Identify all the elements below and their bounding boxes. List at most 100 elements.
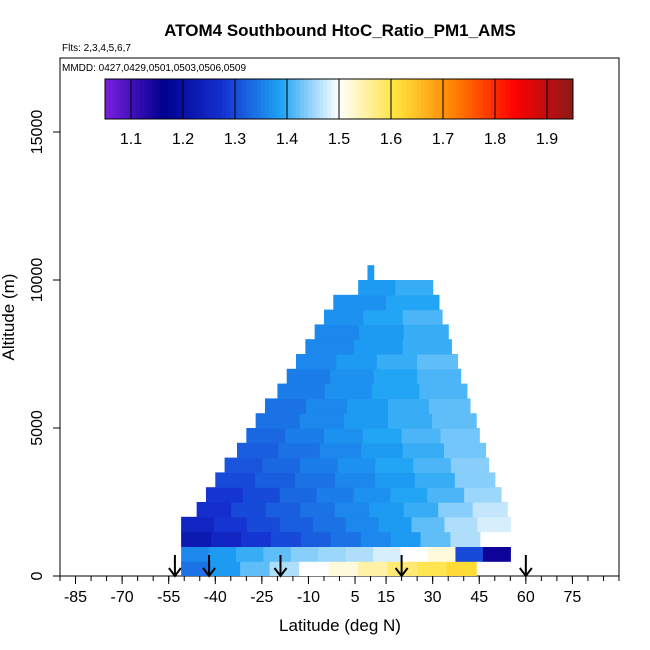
colorbar-swatch (483, 79, 488, 119)
colorbar-swatch (374, 79, 379, 119)
heatmap-cell (265, 502, 301, 518)
colorbar-swatch (452, 79, 457, 119)
colorbar-swatch (218, 79, 223, 119)
chart-title: ATOM4 Southbound HtoC_Ratio_PM1_AMS (164, 21, 516, 40)
heatmap-cell (438, 502, 474, 518)
colorbar-swatch (456, 79, 461, 119)
heatmap-cell (323, 428, 364, 444)
colorbar-swatch (432, 79, 437, 119)
colorbar: 1.1 1.2 1.3 1.4 1.5 1.6 1.7 1.8 1.9 (104, 78, 574, 148)
heatmap-cell (208, 546, 237, 562)
heatmap-cell (369, 502, 405, 518)
heatmap-cell (427, 487, 465, 503)
heatmap-cell (387, 413, 433, 429)
heatmap-cell (390, 531, 422, 547)
heatmap-cell (367, 265, 375, 281)
colorbar-swatch (186, 79, 192, 119)
heatmap-cell (419, 383, 468, 399)
colorbar-swatch (335, 79, 340, 119)
heatmap-cell (336, 354, 378, 370)
colorbar-swatch (495, 79, 500, 119)
heatmap-cell (345, 516, 380, 533)
colorbar-swatch (471, 79, 476, 119)
x-tick-label: -70 (111, 589, 134, 606)
heatmap-cell (402, 442, 445, 459)
heatmap-cell (299, 413, 345, 429)
colorbar-swatch (315, 79, 320, 119)
x-tick-label: 15 (377, 589, 395, 606)
heatmap-cells (181, 265, 511, 576)
heatmap-cell (300, 531, 332, 547)
colorbar-swatch (120, 79, 125, 119)
heatmap-cell (440, 428, 480, 444)
colorbar-tick-label: 1.7 (432, 131, 454, 148)
heatmap-cell (420, 531, 452, 547)
heatmap-cell (401, 428, 442, 444)
colorbar-tick-label: 1.6 (380, 131, 402, 148)
heatmap-cell (390, 487, 428, 503)
colorbar-swatch (366, 79, 371, 119)
heatmap-cell (264, 398, 307, 414)
colorbar-swatch (112, 79, 118, 119)
heatmap-cell (450, 531, 481, 547)
colorbar-swatch (124, 79, 129, 119)
heatmap-cell (255, 472, 296, 488)
x-tick-label: -55 (157, 589, 180, 606)
x-tick-label: 75 (564, 589, 582, 606)
heatmap-cell (290, 546, 319, 562)
colorbar-swatch (510, 79, 515, 119)
heatmap-cell (358, 561, 389, 576)
colorbar-swatch (413, 79, 418, 119)
colorbar-swatch (463, 79, 469, 119)
colorbar-swatch (428, 79, 434, 119)
colorbar-swatch (136, 79, 141, 119)
heatmap-cell (378, 516, 413, 533)
colorbar-swatch (307, 79, 313, 119)
heatmap-cell (343, 413, 389, 429)
heatmap-cell (224, 457, 263, 473)
heatmap-cell (375, 457, 414, 473)
heatmap-cell (444, 516, 478, 533)
heatmap-cell (373, 368, 418, 385)
heatmap-cell (482, 546, 511, 562)
colorbar-swatch (378, 79, 383, 119)
colorbar-swatch (144, 79, 149, 119)
x-tick-label: -25 (250, 589, 273, 606)
colorbar-swatch (479, 79, 484, 119)
heatmap-cell (417, 368, 462, 385)
colorbar-swatch (569, 79, 574, 119)
colorbar-swatch (311, 79, 317, 119)
colorbar-swatch (565, 79, 570, 119)
colorbar-swatch (370, 79, 375, 119)
colorbar-swatch (405, 79, 410, 119)
heatmap-cell (414, 472, 456, 488)
heatmap-cell (432, 413, 477, 429)
colorbar-swatch (346, 79, 352, 119)
colorbar-tick-label: 1.2 (172, 131, 194, 148)
heatmap-cell (215, 472, 256, 488)
colorbar-swatch (549, 79, 554, 119)
heatmap-cell (346, 398, 389, 414)
x-tick-label: -10 (297, 589, 320, 606)
colorbar-swatch (167, 79, 172, 119)
y-tick-label: 15000 (29, 110, 46, 155)
heatmap-cell (363, 309, 404, 325)
colorbar-tick-label: 1.5 (328, 131, 350, 148)
colorbar-swatch (522, 79, 527, 119)
colorbar-swatch (292, 79, 297, 119)
colorbar-swatch (362, 79, 367, 119)
heatmap-cell (373, 546, 402, 562)
heatmap-cell (428, 546, 457, 562)
colorbar-swatch (424, 79, 430, 119)
heatmap-cell (345, 546, 374, 562)
profile-arrow-head (168, 567, 182, 578)
heatmap-cell (305, 339, 355, 355)
x-axis-label: Latitude (deg N) (279, 616, 401, 635)
colorbar-swatch (530, 79, 535, 119)
heatmap-cell (413, 457, 452, 473)
heatmap-cell (205, 487, 244, 503)
colorbar-swatch (397, 79, 402, 119)
heatmap-cell (403, 324, 449, 340)
colorbar-swatch (214, 79, 219, 119)
heatmap-cell (211, 531, 242, 547)
